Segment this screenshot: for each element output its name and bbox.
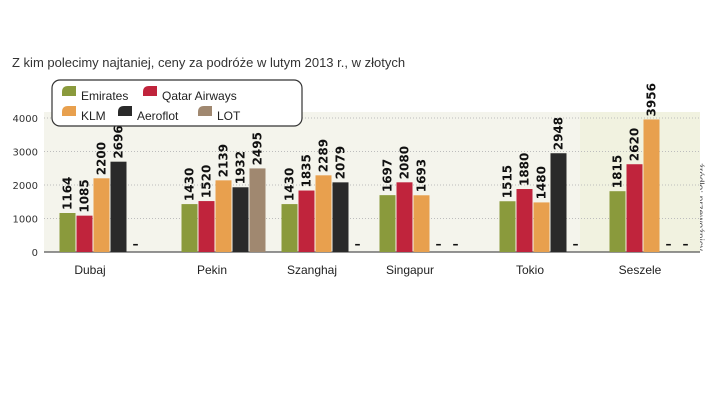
missing-value-marker: – xyxy=(683,237,689,251)
bar xyxy=(516,189,533,252)
missing-value-marker: – xyxy=(573,237,579,251)
bar xyxy=(281,204,298,252)
data-label: 1480 xyxy=(535,166,549,199)
data-label: 2495 xyxy=(251,132,265,165)
missing-value-marker: – xyxy=(436,237,442,251)
legend-box xyxy=(51,79,303,127)
x-tick-label: Seszele xyxy=(619,263,662,277)
bar xyxy=(499,201,516,252)
bar xyxy=(215,180,232,252)
bar xyxy=(609,191,626,252)
legend-swatch xyxy=(118,106,132,116)
bar xyxy=(298,190,315,252)
bar xyxy=(550,153,567,252)
y-tick-label: 4000 xyxy=(13,114,38,125)
x-tick-label: Tokio xyxy=(516,263,544,277)
y-tick-label: 2000 xyxy=(13,181,38,192)
x-tick-label: Singapur xyxy=(386,263,434,277)
bar xyxy=(396,182,413,252)
legend-entry: Emirates xyxy=(81,89,128,103)
missing-value-marker: – xyxy=(453,237,459,251)
data-label: 2200 xyxy=(95,142,109,175)
legend-entry: Aeroflot xyxy=(137,109,179,123)
data-label: 2080 xyxy=(398,146,412,179)
data-label: 1085 xyxy=(78,179,92,212)
legend-entry: LOT xyxy=(217,109,241,123)
y-tick-label: 0 xyxy=(32,248,38,259)
legend-swatch xyxy=(198,106,212,116)
y-tick-label: 3000 xyxy=(13,148,38,159)
data-label: 2948 xyxy=(552,117,566,150)
x-tick-label: Dubaj xyxy=(74,263,105,277)
data-label: 1430 xyxy=(283,168,297,201)
bar xyxy=(379,195,396,252)
x-tick-label: Pekin xyxy=(197,263,227,277)
bar xyxy=(332,182,349,252)
data-label: 1515 xyxy=(501,165,515,198)
data-label: 2139 xyxy=(217,144,231,177)
legend-entry: KLM xyxy=(81,109,106,123)
bar xyxy=(249,168,266,252)
bar xyxy=(626,164,643,252)
legend-swatch xyxy=(62,106,76,116)
data-label: 1520 xyxy=(200,165,214,198)
bar xyxy=(59,213,76,252)
bar xyxy=(413,195,430,252)
data-label: 1697 xyxy=(381,159,395,192)
data-label: 1693 xyxy=(415,159,429,192)
x-tick-label: Szanghaj xyxy=(287,263,337,277)
data-label: 2620 xyxy=(628,128,642,161)
data-label: 1835 xyxy=(300,154,314,187)
chart-title: Z kim polecimy najtaniej, ceny za podróż… xyxy=(12,55,406,70)
bar xyxy=(533,202,550,252)
bar xyxy=(93,178,110,252)
data-label: 1932 xyxy=(234,151,248,184)
data-label: 1880 xyxy=(518,153,532,186)
data-label: 2079 xyxy=(334,146,348,179)
y-tick-label: 1000 xyxy=(13,215,38,226)
bar xyxy=(315,175,332,252)
bar xyxy=(110,161,127,252)
data-label: 3956 xyxy=(645,83,659,116)
legend-swatch xyxy=(143,86,157,96)
data-label: 1815 xyxy=(611,155,625,188)
bar xyxy=(643,119,660,252)
missing-value-marker: – xyxy=(355,237,361,251)
data-label: 1430 xyxy=(183,168,197,201)
missing-value-marker: – xyxy=(133,237,139,251)
bar xyxy=(198,201,215,252)
bar xyxy=(232,187,249,252)
missing-value-marker: – xyxy=(666,237,672,251)
bar xyxy=(181,204,198,252)
legend-swatch xyxy=(62,86,76,96)
bar xyxy=(76,215,93,252)
data-label: 1164 xyxy=(61,177,75,210)
data-label: 2289 xyxy=(317,139,331,172)
legend-entry: Qatar Airways xyxy=(162,89,237,103)
data-label: 2696 xyxy=(112,125,126,158)
